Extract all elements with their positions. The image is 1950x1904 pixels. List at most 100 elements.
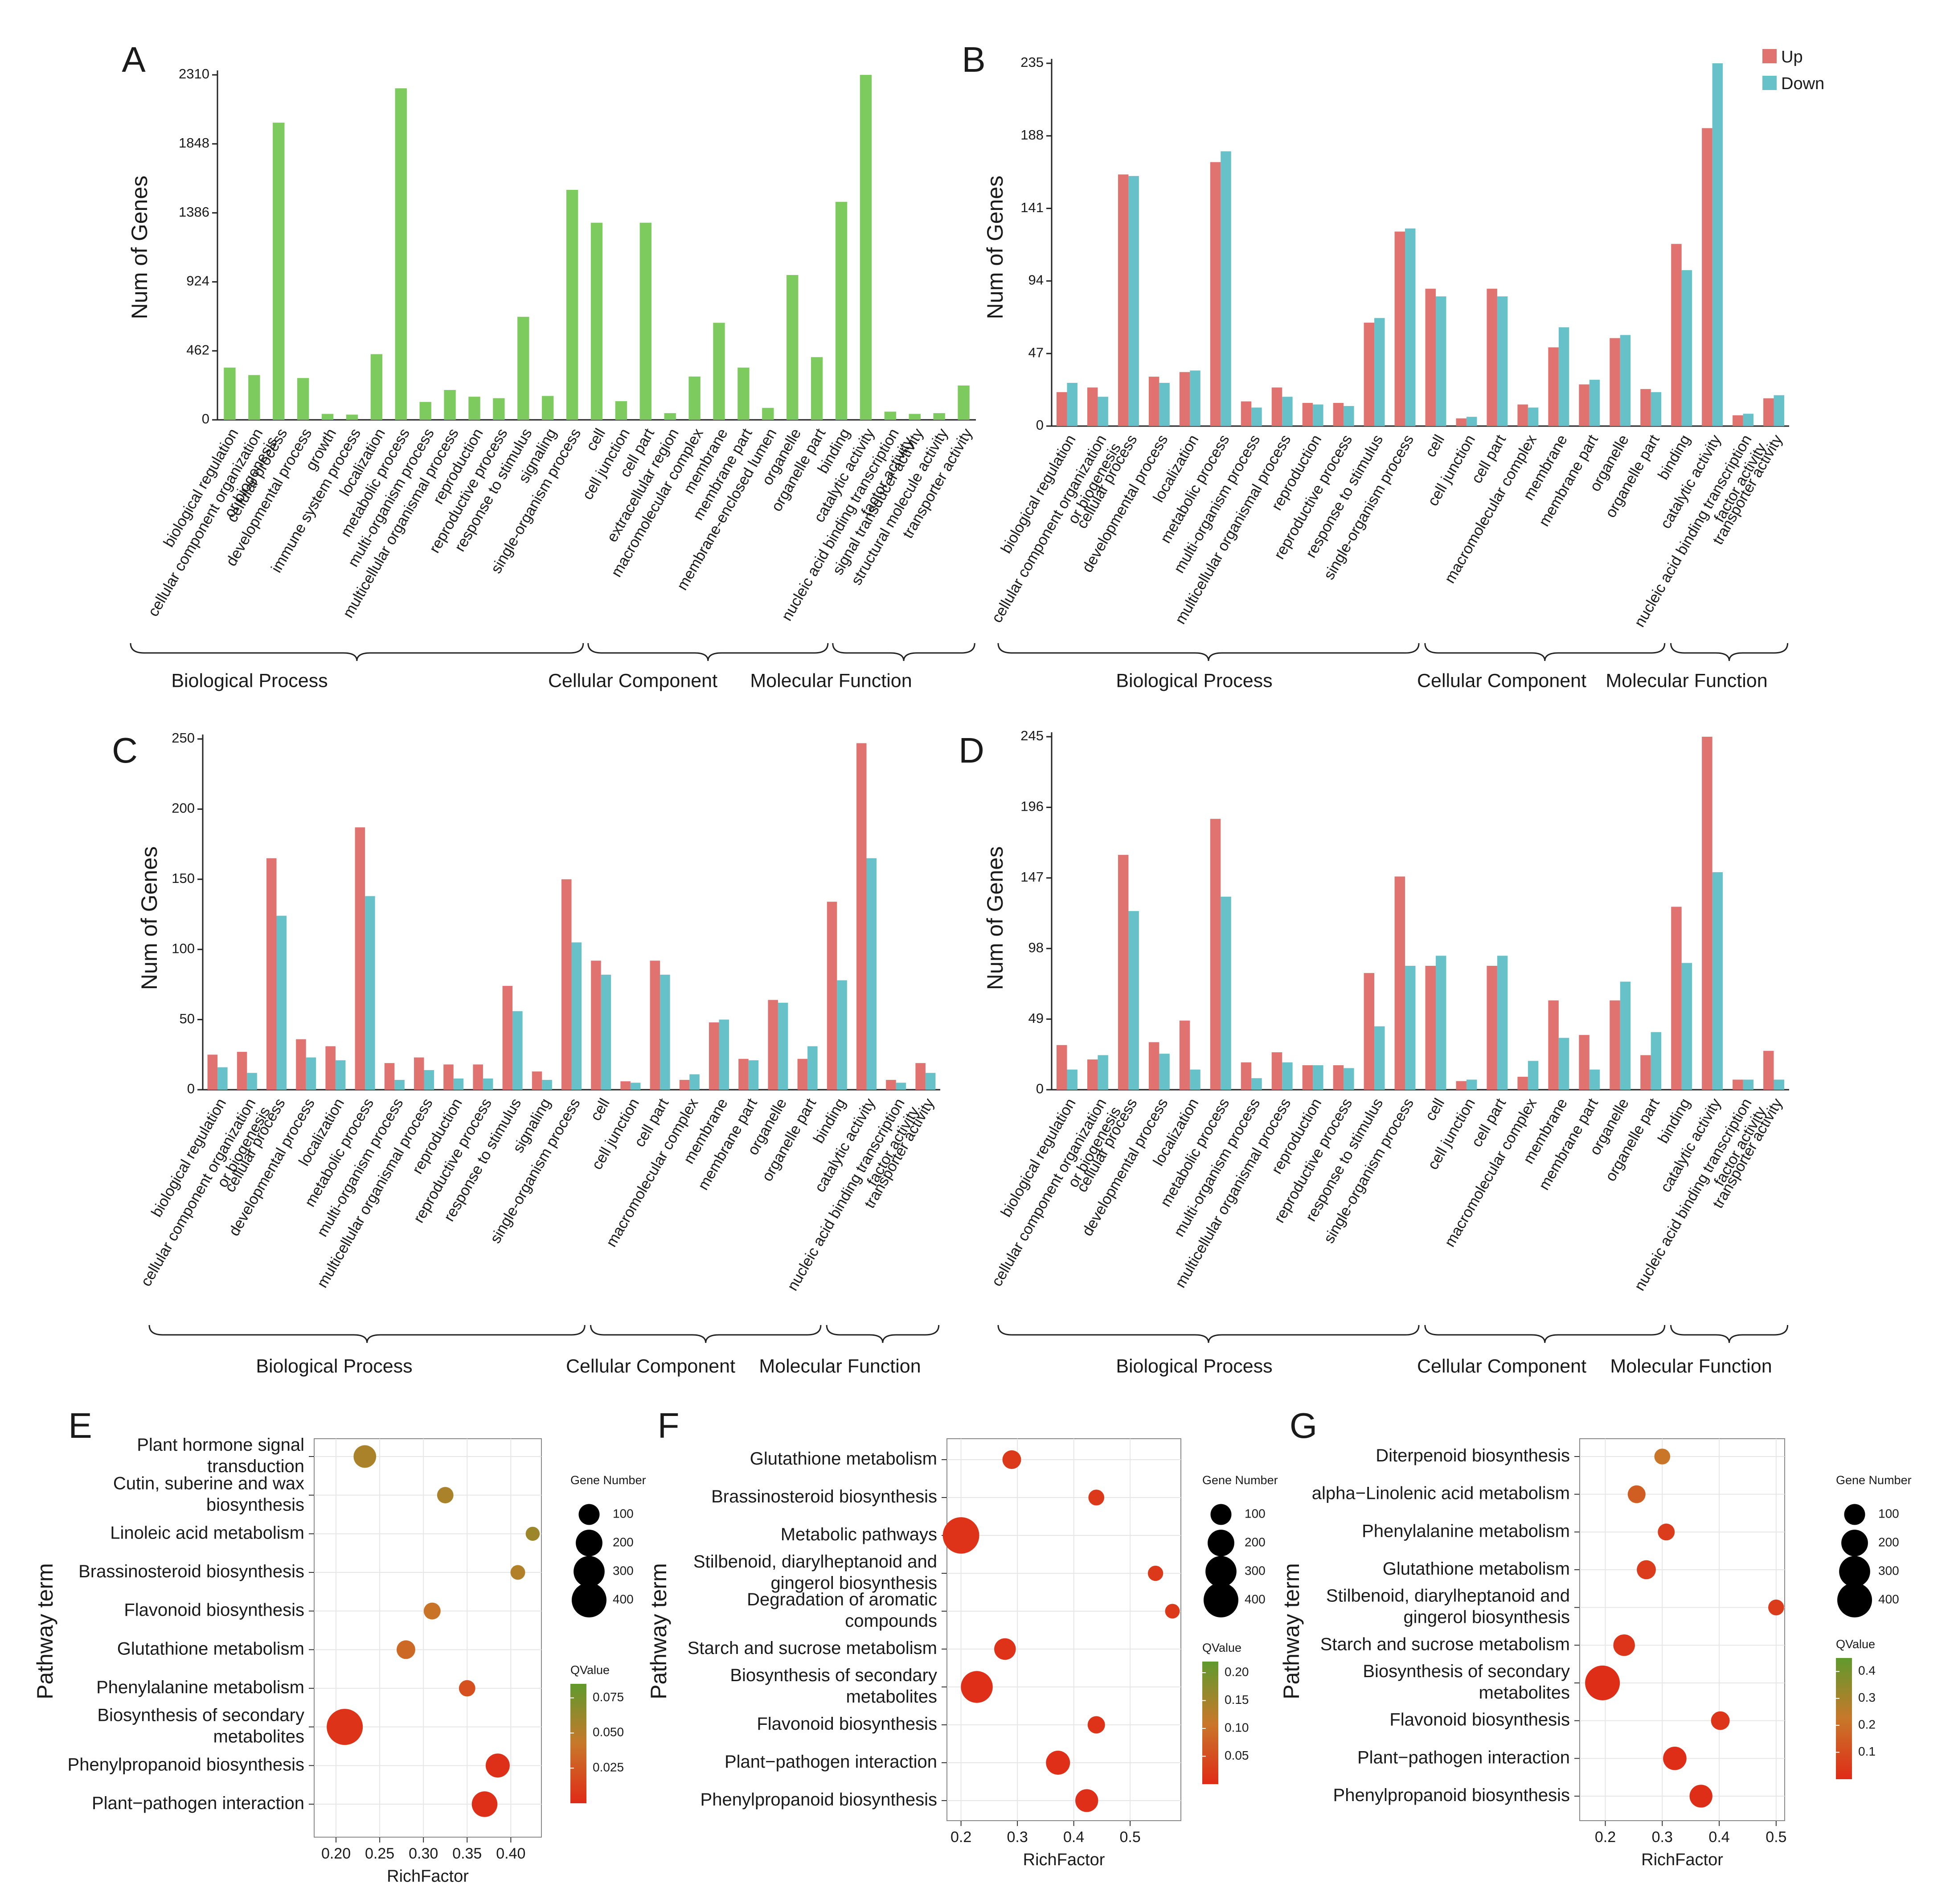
bar-down	[1651, 1032, 1662, 1090]
x-tick-label: 0.5	[1120, 1829, 1141, 1846]
bar-up	[1733, 1079, 1743, 1090]
y-tick-label: 50	[180, 1011, 195, 1026]
x-tick-label: 0.40	[496, 1845, 525, 1862]
bar-up	[325, 1046, 336, 1090]
x-axis-title: RichFactor	[387, 1867, 469, 1886]
bar-down	[1098, 1055, 1108, 1090]
color-legend: QValue 0.1 0.2 0.3 0.4	[1836, 1637, 1876, 1779]
bar-up	[1671, 244, 1682, 426]
bar-down	[1712, 872, 1723, 1090]
bar-genes	[762, 408, 774, 420]
pathway-term-label: Glutathione metabolism	[117, 1639, 304, 1658]
bar-genes	[835, 201, 848, 420]
x-axis-title: RichFactor	[1023, 1851, 1105, 1869]
bar-up	[856, 743, 867, 1090]
bar-up	[768, 1000, 778, 1090]
y-tick-label: 100	[172, 940, 195, 956]
pathway-term-label: Biosynthesis of secondary metabolites	[1363, 1662, 1570, 1703]
y-tick-label: 196	[1020, 799, 1044, 814]
colorbar-tick-label: 0.05	[1225, 1748, 1249, 1762]
bar-down	[1098, 397, 1108, 426]
bar-up	[414, 1057, 424, 1090]
bar-down	[1374, 1026, 1385, 1090]
size-legend-label: 100	[1245, 1506, 1266, 1520]
pathway-term-label: Brassinosteroid biosynthesis	[78, 1562, 304, 1581]
bar-up	[561, 879, 572, 1090]
bar-up	[738, 1059, 749, 1090]
y-tick-label: 0	[202, 411, 209, 427]
bar-down	[1681, 963, 1692, 1090]
bar-up	[1425, 965, 1436, 1090]
size-legend-dot	[1839, 1556, 1870, 1587]
data-point	[1165, 1604, 1180, 1619]
bar-up	[1487, 965, 1497, 1090]
bar-down	[1128, 911, 1139, 1090]
size-legend-dot	[576, 1530, 602, 1556]
y-tick-label: 245	[1020, 728, 1044, 743]
colorbar-tick-label: 0.050	[593, 1725, 624, 1739]
data-point	[1711, 1711, 1730, 1730]
bar-up	[1364, 322, 1375, 426]
bar-genes	[933, 413, 945, 420]
bar-up	[1241, 1062, 1252, 1090]
colorbar-tick-label: 0.3	[1858, 1691, 1876, 1704]
color-legend-title: QValue	[1836, 1637, 1875, 1651]
pathway-term-label: alpha−Linolenic acid metabolism	[1312, 1483, 1570, 1503]
bar-down	[1067, 1069, 1077, 1090]
y-axis-title: Pathway term	[1279, 1563, 1304, 1699]
data-point	[1046, 1751, 1070, 1775]
y-tick-label: 250	[172, 730, 195, 746]
group-label: Molecular Function	[1606, 670, 1767, 691]
pathway-term-label: Flavonoid biosynthesis	[757, 1714, 937, 1734]
bar-genes	[860, 75, 872, 420]
size-legend-label: 400	[1245, 1592, 1266, 1606]
legend-swatch-up	[1762, 49, 1777, 63]
size-legend-label: 200	[1245, 1535, 1266, 1549]
pathway-term-label: Brassinosteroid biosynthesis	[711, 1487, 937, 1506]
bar-up	[1148, 1042, 1159, 1090]
bar-down	[1497, 296, 1508, 426]
data-point	[1613, 1634, 1635, 1656]
size-legend-label: 300	[613, 1563, 634, 1577]
bar-genes	[909, 414, 921, 420]
data-point	[1663, 1746, 1687, 1770]
bar-down	[1282, 397, 1293, 426]
bar-genes	[297, 378, 309, 420]
data-point	[1002, 1450, 1021, 1469]
bar-genes	[811, 357, 823, 420]
color-legend: QValue 0.025 0.050 0.075	[570, 1663, 624, 1803]
pathway-term-label: Biosynthesis of secondary metabolites	[97, 1705, 304, 1746]
bar-genes	[958, 385, 970, 420]
group-brace	[997, 1325, 1420, 1343]
bar-down	[1620, 981, 1631, 1090]
x-tick-label: 0.30	[409, 1845, 438, 1862]
bar-genes	[737, 367, 750, 420]
y-axis-title: Num of Genes	[127, 176, 152, 319]
bar-down	[1067, 383, 1077, 426]
pathway-term-label: Starch and sucrose metabolism	[1320, 1634, 1570, 1654]
bar-up	[827, 902, 837, 1090]
size-legend-dot	[1210, 1504, 1232, 1525]
group-brace	[590, 1325, 822, 1343]
y-tick-label: 2310	[179, 66, 209, 82]
bar-down	[719, 1019, 729, 1090]
colorbar	[1202, 1662, 1218, 1784]
x-tick-label: 0.4	[1063, 1829, 1084, 1846]
bar-genes	[444, 390, 456, 420]
group-label: Molecular Function	[750, 670, 912, 691]
bar-down	[247, 1073, 257, 1090]
colorbar-tick-label: 0.075	[593, 1690, 624, 1704]
data-point	[459, 1680, 475, 1697]
size-legend-dot	[1208, 1530, 1234, 1556]
bar-up	[355, 827, 365, 1090]
bar-down	[1128, 176, 1139, 426]
group-label: Biological Process	[1116, 670, 1272, 691]
x-axis-title: RichFactor	[1641, 1851, 1723, 1869]
y-axis-title: Num of Genes	[983, 176, 1008, 319]
y-tick-label: 235	[1020, 54, 1044, 70]
bar-up	[237, 1052, 247, 1090]
pathway-term-label: Metabolic pathways	[781, 1525, 937, 1544]
